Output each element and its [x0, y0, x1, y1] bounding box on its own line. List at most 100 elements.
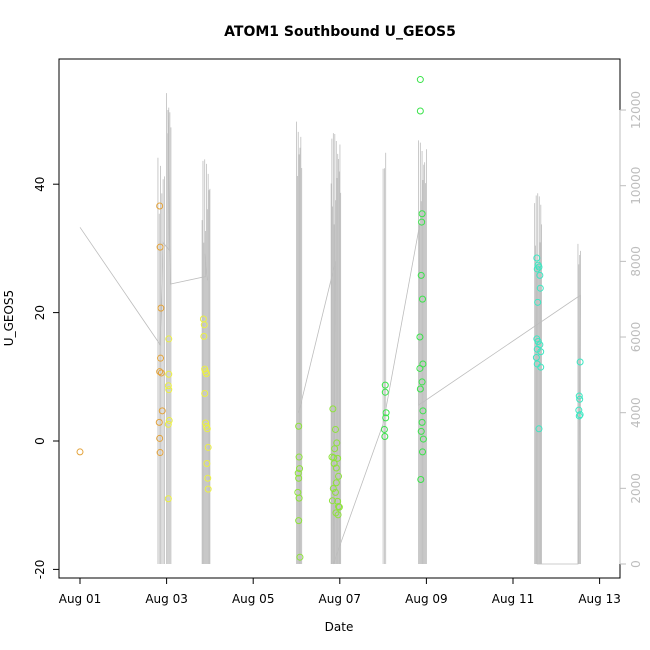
x-tick-label: Aug 09: [405, 592, 448, 606]
data-point: [158, 407, 166, 415]
x-axis: Aug 01 Aug 03 Aug 05 Aug 07 Aug 09 Aug 11 Aug …: [59, 577, 621, 606]
data-point: [296, 465, 304, 473]
data-point: [157, 304, 165, 312]
data-point: [165, 335, 173, 343]
data-point: [418, 218, 426, 226]
x-tick-label: Aug 11: [492, 592, 535, 606]
y-tick-label: 20: [33, 305, 47, 320]
data-point: [382, 409, 390, 417]
data-point: [416, 333, 424, 341]
data-point: [575, 392, 583, 400]
data-point: [419, 448, 427, 456]
y2-axis: 0 2000 4000 6000 8000 10000 12000: [619, 91, 643, 568]
data-point: [381, 381, 389, 389]
data-point: [575, 412, 583, 420]
data-point: [155, 418, 163, 426]
y2-tick-label: 2000: [629, 473, 643, 504]
data-point: [294, 469, 302, 477]
data-point: [156, 202, 164, 210]
data-point: [203, 425, 211, 433]
data-point: [331, 488, 339, 496]
data-point: [156, 368, 164, 376]
altitude-path: [79, 109, 209, 346]
x-axis-label: Date: [325, 620, 354, 634]
data-point: [333, 439, 341, 447]
data-point: [332, 464, 340, 472]
data-point: [156, 243, 164, 251]
data-point: [165, 370, 173, 378]
altitude-trace: [79, 93, 581, 565]
data-point: [419, 407, 427, 415]
data-point: [202, 370, 210, 378]
data-point: [381, 433, 389, 441]
data-point: [417, 271, 425, 279]
data-point: [332, 509, 340, 517]
data-point: [532, 354, 540, 362]
data-point: [156, 449, 164, 457]
data-point: [418, 210, 426, 218]
data-point: [381, 388, 389, 396]
data-point: [416, 364, 424, 372]
data-point: [334, 454, 342, 462]
data-point: [418, 378, 426, 386]
x-tick-label: Aug 07: [319, 592, 362, 606]
data-point: [203, 459, 211, 467]
x-tick-label: Aug 03: [145, 592, 188, 606]
data-point: [537, 363, 545, 371]
data-point: [418, 418, 426, 426]
y2-tick-label: 12000: [629, 91, 643, 129]
data-point: [416, 385, 424, 393]
data-point: [331, 425, 339, 433]
data-point: [534, 298, 542, 306]
y2-tick-label: 6000: [629, 322, 643, 353]
data-point: [165, 416, 173, 424]
data-point: [536, 284, 544, 292]
data-point: [416, 76, 424, 84]
y-axis: -20 0 20 40: [33, 177, 60, 579]
data-point: [329, 485, 337, 493]
data-point: [332, 479, 340, 487]
data-point: [382, 414, 390, 422]
data-point: [331, 445, 339, 453]
data-point: [330, 459, 338, 467]
x-tick-label: Aug 05: [232, 592, 275, 606]
data-point: [204, 485, 212, 493]
data-point: [535, 263, 543, 271]
data-point: [296, 553, 304, 561]
x-tick-label: Aug 01: [59, 592, 102, 606]
data-point: [295, 422, 303, 430]
y2-tick-label: 10000: [629, 167, 643, 205]
data-point: [328, 497, 336, 505]
data-point: [329, 405, 337, 413]
y2-tick-label: 4000: [629, 397, 643, 428]
y-tick-label: 40: [33, 177, 47, 192]
x-tick-label: Aug 13: [578, 592, 621, 606]
data-point: [416, 107, 424, 115]
data-point: [576, 411, 584, 419]
data-point: [335, 503, 343, 511]
data-point: [204, 474, 212, 482]
data-point: [295, 453, 303, 461]
data-point: [419, 295, 427, 303]
data-point: [576, 358, 584, 366]
y2-tick-label: 0: [629, 560, 643, 568]
data-point: [417, 476, 425, 484]
y2-tick-label: 8000: [629, 246, 643, 277]
data-point: [535, 425, 543, 433]
data-point: [533, 265, 541, 273]
data-point: [200, 332, 208, 340]
data-points: [76, 76, 584, 561]
data-point: [165, 386, 173, 394]
data-point: [380, 425, 388, 433]
data-point: [536, 271, 544, 279]
data-point: [157, 354, 165, 362]
data-point: [533, 254, 541, 262]
data-point: [200, 321, 208, 329]
data-point: [204, 443, 212, 451]
data-point: [164, 382, 172, 390]
data-point: [295, 474, 303, 482]
data-point: [164, 495, 172, 503]
y-axis-label: U_GEOS5: [2, 290, 16, 346]
data-point: [419, 435, 427, 443]
